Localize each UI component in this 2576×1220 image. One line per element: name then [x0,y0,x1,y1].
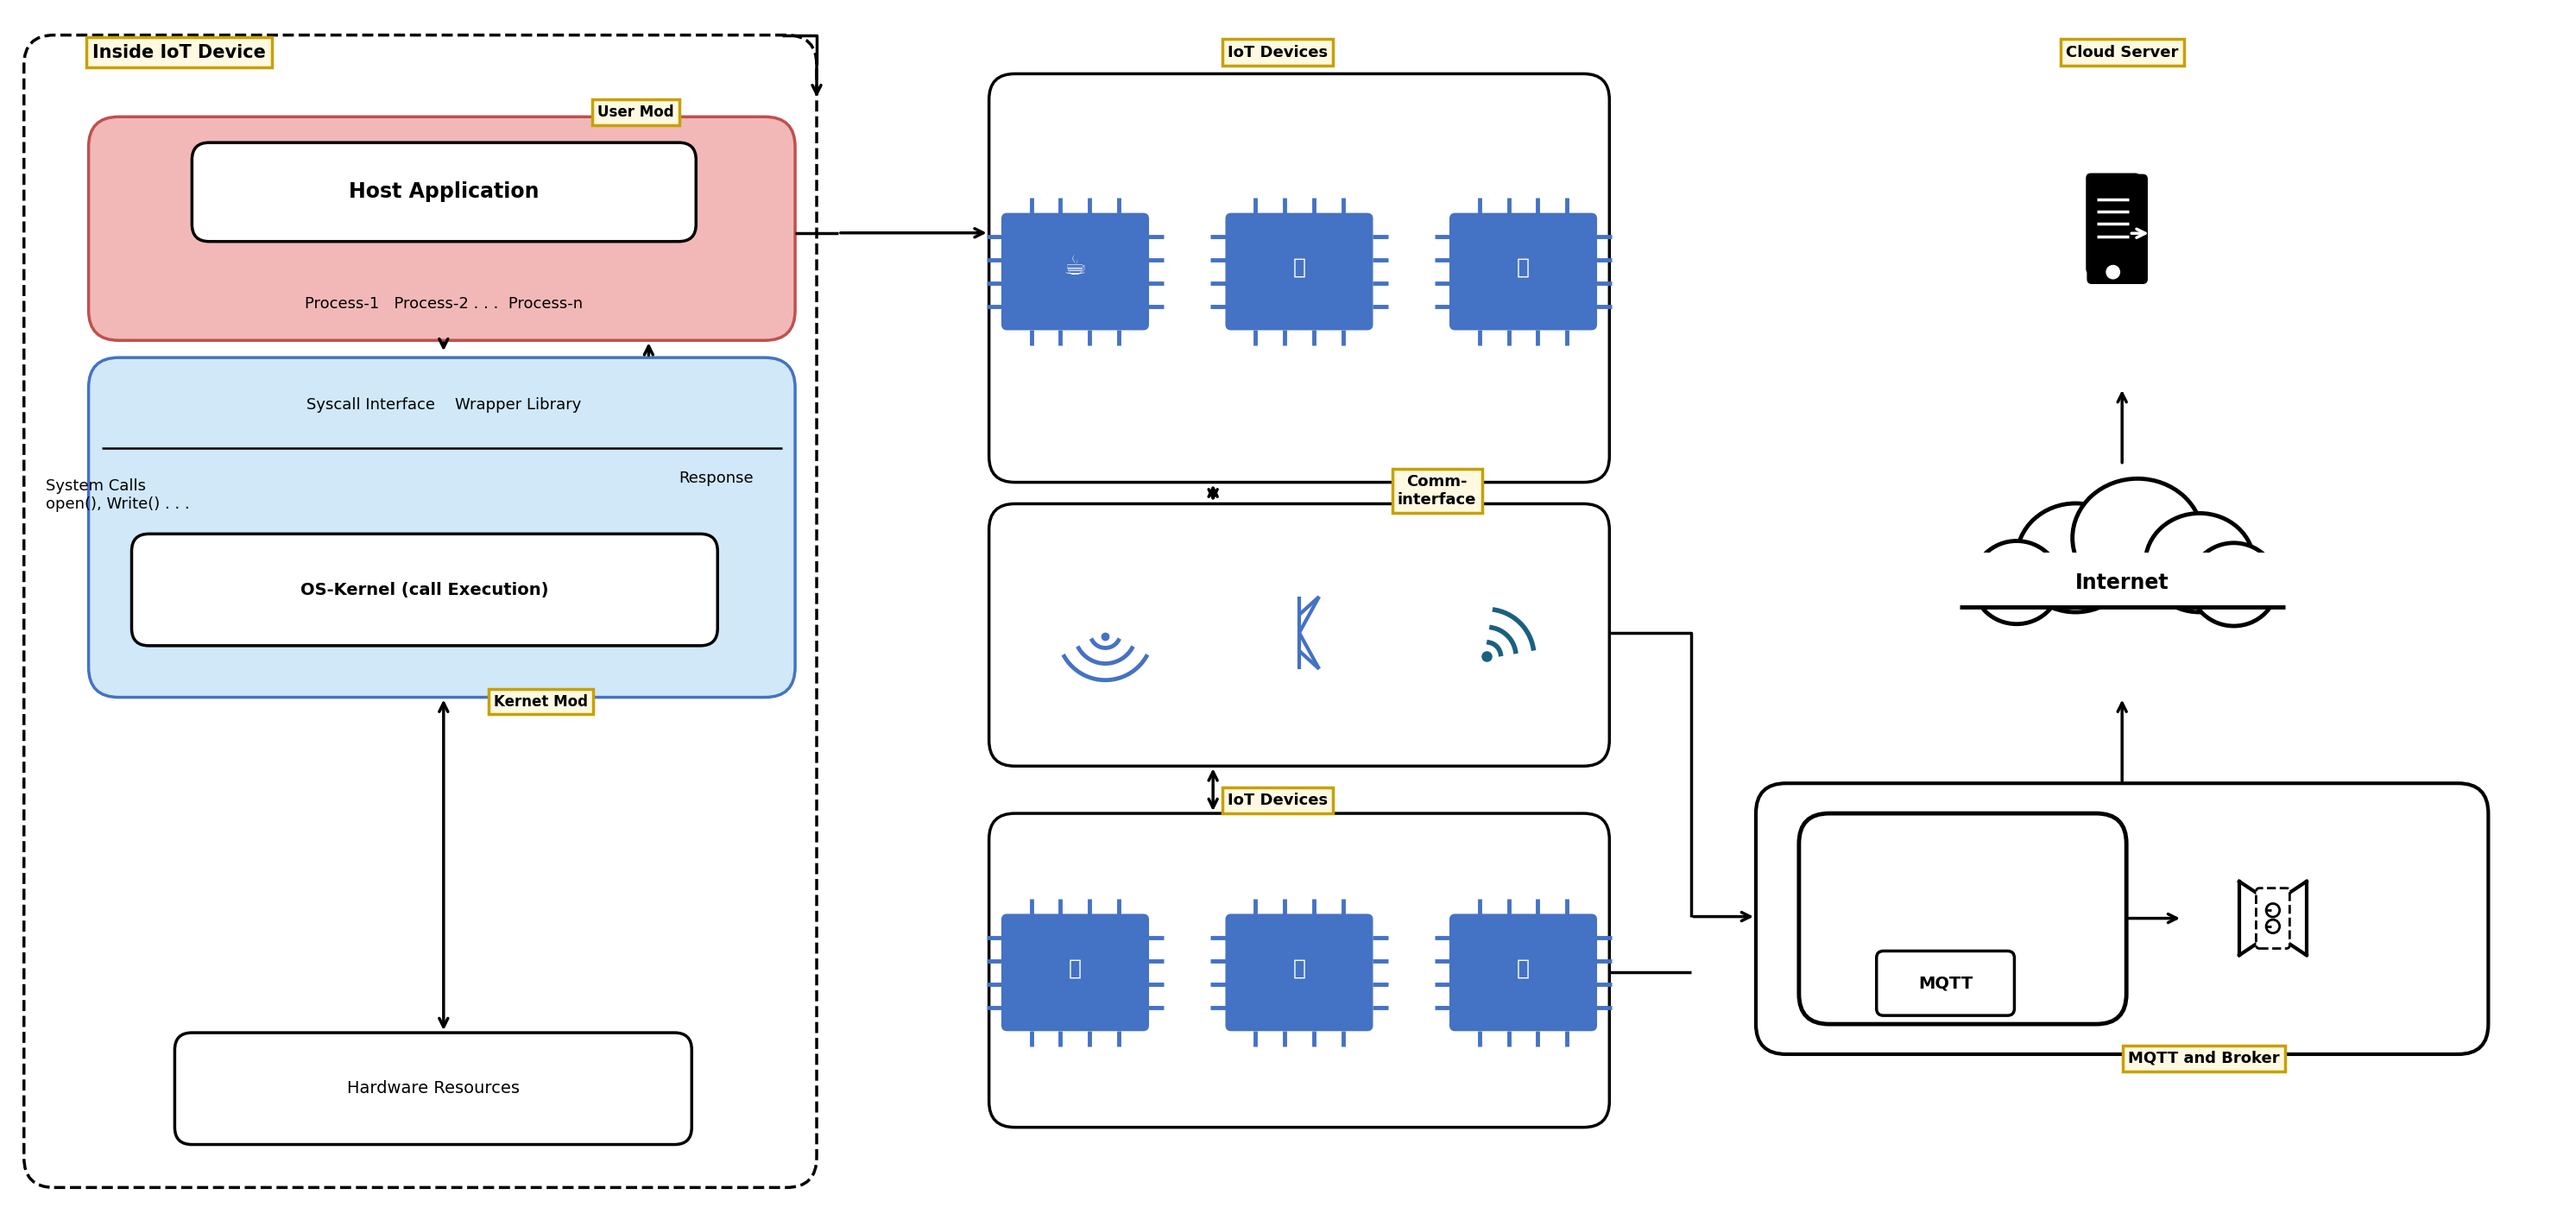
Ellipse shape [2190,543,2277,626]
FancyBboxPatch shape [2257,888,2290,948]
FancyBboxPatch shape [88,117,796,340]
FancyBboxPatch shape [1450,213,1597,329]
Text: OS-Kernel (call Execution): OS-Kernel (call Execution) [301,582,549,598]
Text: Hardware Resources: Hardware Resources [348,1081,520,1097]
FancyBboxPatch shape [88,357,796,698]
Text: Kernet Mod: Kernet Mod [495,694,587,709]
Text: IoT Devices: IoT Devices [1229,44,1327,60]
FancyBboxPatch shape [1450,915,1597,1031]
Text: Syscall Interface    Wrapper Library: Syscall Interface Wrapper Library [307,398,582,412]
Text: Process-1   Process-2 . . .  Process-n: Process-1 Process-2 . . . Process-n [304,296,582,312]
FancyBboxPatch shape [23,35,817,1187]
Text: System Calls
open(), Write() . . .: System Calls open(), Write() . . . [46,478,191,512]
Ellipse shape [2017,504,2136,612]
FancyBboxPatch shape [193,143,696,242]
Text: MQTT and Broker: MQTT and Broker [2128,1050,2280,1066]
FancyBboxPatch shape [989,504,1610,766]
FancyBboxPatch shape [1002,915,1149,1031]
Text: ☕: ☕ [1064,255,1087,279]
FancyBboxPatch shape [1875,952,2014,1015]
Text: 🏠: 🏠 [1069,958,1082,978]
Text: Internet: Internet [2076,572,2169,593]
FancyBboxPatch shape [1757,783,2488,1054]
FancyBboxPatch shape [1002,213,1149,329]
Text: Host Application: Host Application [348,182,538,203]
Text: Comm-
interface: Comm- interface [1399,475,1476,508]
Text: 🏭: 🏭 [1293,958,1306,978]
Text: Response: Response [680,470,755,486]
Text: 🚗: 🚗 [1517,958,1530,978]
Text: MQTT: MQTT [1919,975,1973,992]
FancyBboxPatch shape [2087,174,2148,283]
Text: 💡: 💡 [1517,257,1530,278]
Circle shape [2107,266,2120,278]
Text: IoT Devices: IoT Devices [1229,793,1327,809]
FancyBboxPatch shape [1226,213,1373,329]
FancyBboxPatch shape [1226,915,1373,1031]
Ellipse shape [2074,478,2202,598]
Text: Inside IoT Device: Inside IoT Device [93,44,265,61]
FancyBboxPatch shape [989,73,1610,482]
FancyBboxPatch shape [1798,814,2125,1024]
Ellipse shape [1973,540,2061,623]
FancyBboxPatch shape [175,1032,693,1144]
Text: User Mod: User Mod [598,105,675,121]
Ellipse shape [2146,514,2254,612]
FancyBboxPatch shape [2087,173,2141,273]
Text: Cloud Server: Cloud Server [2066,44,2179,60]
FancyBboxPatch shape [989,814,1610,1127]
FancyBboxPatch shape [131,534,719,645]
Bar [1960,553,2285,608]
Text: 🔒: 🔒 [1293,257,1306,278]
